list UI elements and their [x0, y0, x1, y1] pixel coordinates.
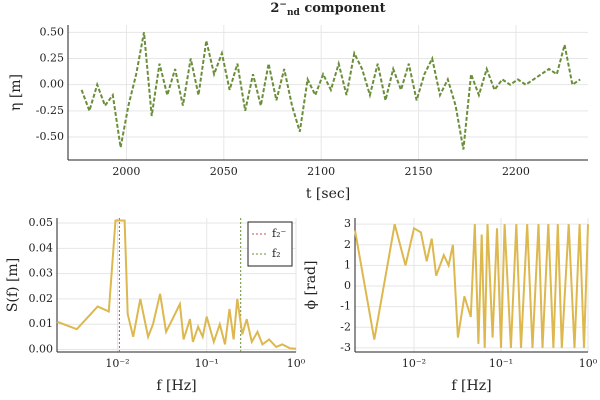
- x-tick-label: 2000: [112, 165, 140, 178]
- line: [354, 223, 589, 348]
- x-tick-label: 10⁰: [579, 357, 598, 370]
- y-tick-label: 0: [344, 279, 351, 292]
- y-tick-label: -0.25: [36, 104, 64, 117]
- x-axis-label: f [Hz]: [156, 378, 196, 394]
- y-tick-label: 1: [344, 258, 351, 271]
- x-tick-label: 2050: [210, 165, 238, 178]
- x-tick-label: 10⁰: [287, 357, 306, 370]
- legend-label: f₂⁻: [272, 227, 286, 240]
- y-tick-label: 0.01: [29, 317, 54, 330]
- title-part: −: [279, 0, 287, 10]
- y-tick-label: 0.50: [40, 25, 65, 38]
- y-tick-label: 0.00: [40, 78, 65, 91]
- y-tick-label: -3: [340, 341, 351, 354]
- y-tick-label: 3: [344, 217, 351, 230]
- y-tick-label: 0.00: [29, 342, 54, 355]
- x-tick-label: 10⁻¹: [195, 357, 219, 370]
- x-tick-label: 10⁻¹: [489, 357, 513, 370]
- y-tick-label: 2: [344, 238, 351, 251]
- x-tick-label: 2150: [405, 165, 433, 178]
- y-axis-label: ϕ [rad]: [303, 261, 319, 310]
- legend-label: f₂: [272, 247, 280, 260]
- x-tick-label: 2100: [307, 165, 335, 178]
- y-axis-label: S(f) [m]: [5, 258, 21, 312]
- x-tick-label: 2200: [502, 165, 530, 178]
- x-tick-label: 10⁻²: [105, 357, 129, 370]
- y-tick-label: 0.05: [29, 216, 54, 229]
- title-part: nd: [287, 8, 301, 18]
- y-tick-label: -2: [340, 320, 351, 333]
- legend: [247, 221, 293, 267]
- x-axis-label: f [Hz]: [451, 378, 491, 394]
- title-part: 2: [270, 1, 279, 16]
- chart-title: 2−nd component: [270, 0, 385, 18]
- y-tick-label: -1: [340, 300, 351, 313]
- line: [56, 219, 297, 350]
- line: [80, 32, 581, 150]
- x-tick-label: 10⁻²: [402, 357, 426, 370]
- x-axis-label: t [sec]: [306, 186, 350, 202]
- title-part: component: [300, 1, 386, 16]
- y-axis-label: η [m]: [8, 74, 24, 111]
- y-tick-label: 0.03: [29, 267, 54, 280]
- y-tick-label: -0.50: [36, 130, 64, 143]
- y-tick-label: 0.25: [40, 51, 65, 64]
- y-tick-label: 0.02: [29, 292, 54, 305]
- y-tick-label: 0.04: [29, 241, 54, 254]
